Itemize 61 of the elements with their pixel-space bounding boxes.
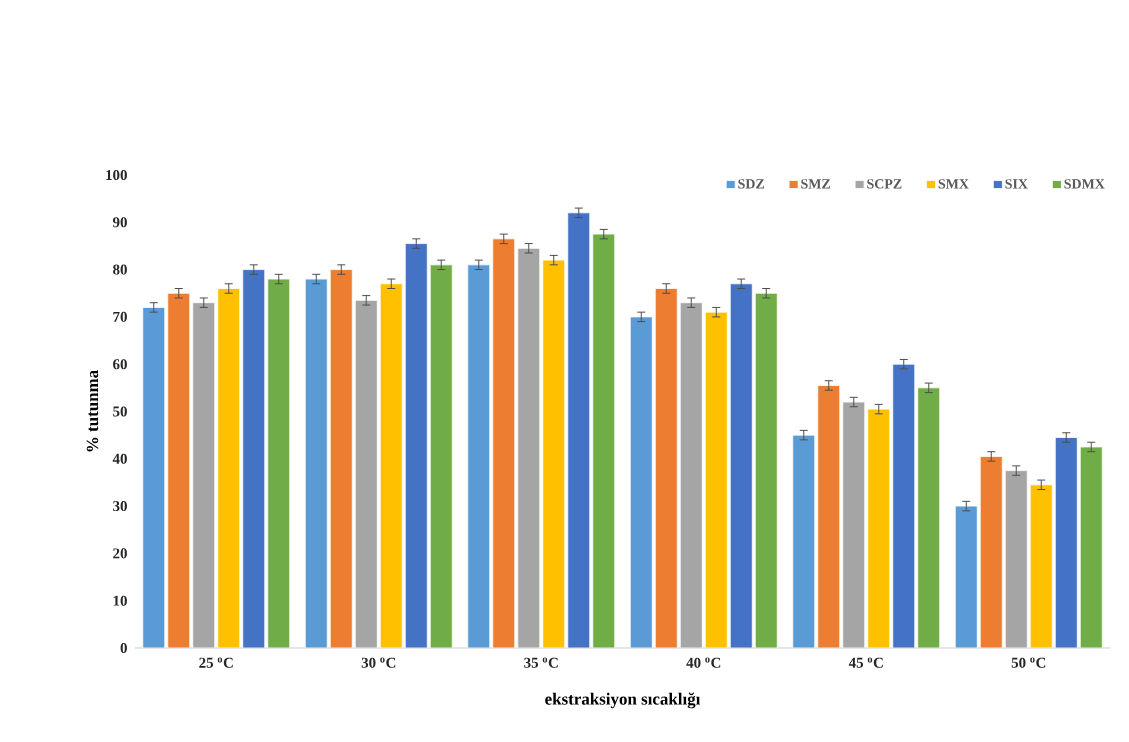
- y-tick-label: 20: [113, 548, 127, 559]
- bar: [1029, 484, 1053, 648]
- legend-label: SCPZ: [867, 179, 902, 189]
- x-axis-title: ekstraksiyon sıcaklığı: [545, 692, 701, 709]
- bar: [517, 247, 541, 648]
- legend-label: SDZ: [738, 179, 765, 189]
- y-tick-label: 70: [113, 311, 127, 322]
- x-tick-label: 25 $^{o}$C: [199, 657, 233, 668]
- y-tick-label: 50: [113, 406, 127, 417]
- y-axis-title: % tutunma: [86, 370, 99, 452]
- x-tick-label: 35 $^{o}$C: [524, 657, 558, 668]
- legend-label: SDMX: [1064, 179, 1105, 189]
- x-tick-label: 30 $^{o}$C: [361, 657, 396, 668]
- bar: [1079, 446, 1103, 648]
- bar: [979, 456, 1003, 648]
- bar: [892, 363, 916, 648]
- bar: [429, 264, 453, 648]
- bar: [817, 385, 841, 648]
- bar: [192, 302, 216, 648]
- y-tick-label: 80: [113, 264, 127, 275]
- y-tick-label: 0: [120, 642, 127, 654]
- bar: [404, 243, 428, 648]
- y-tick-label: 90: [112, 217, 127, 228]
- bar: [1004, 470, 1028, 648]
- y-tick-label: 60: [113, 359, 127, 370]
- y-tick-label: 10: [113, 595, 127, 606]
- y-tick-label: 100: [106, 169, 127, 181]
- bar: [679, 302, 703, 648]
- bar: [167, 292, 191, 648]
- bar: [304, 278, 328, 648]
- bar: [592, 233, 616, 648]
- bar: [217, 288, 241, 648]
- bar: [704, 311, 728, 648]
- legend-label: SMX: [938, 179, 969, 189]
- bar: [954, 505, 978, 648]
- bar: [329, 269, 353, 648]
- bar: [379, 283, 403, 648]
- bar: [267, 278, 291, 648]
- x-tick-label: 45 $^{o}$C: [848, 657, 883, 668]
- legend-label: SIX: [1005, 179, 1028, 189]
- bar: [654, 288, 678, 648]
- bar: [242, 269, 266, 648]
- bar: [867, 408, 891, 648]
- bar: [467, 264, 491, 648]
- bar: [142, 307, 166, 648]
- x-tick-label: 50 $^{o}$C: [1011, 657, 1046, 668]
- bar: [842, 401, 866, 648]
- y-tick-label: 30: [113, 501, 127, 512]
- bar: [492, 238, 516, 648]
- bar: [629, 316, 653, 648]
- x-tick-label: 40 $^{o}$C: [686, 657, 721, 668]
- bar: [754, 292, 778, 648]
- bar: [1054, 437, 1078, 648]
- bar: [729, 283, 753, 648]
- bar: [792, 434, 816, 648]
- y-tick-label: 40: [112, 453, 127, 464]
- legend-label: SMZ: [801, 179, 831, 189]
- bar: [542, 259, 566, 648]
- bar: [354, 299, 378, 648]
- bar: [567, 212, 591, 648]
- bar: [917, 387, 941, 648]
